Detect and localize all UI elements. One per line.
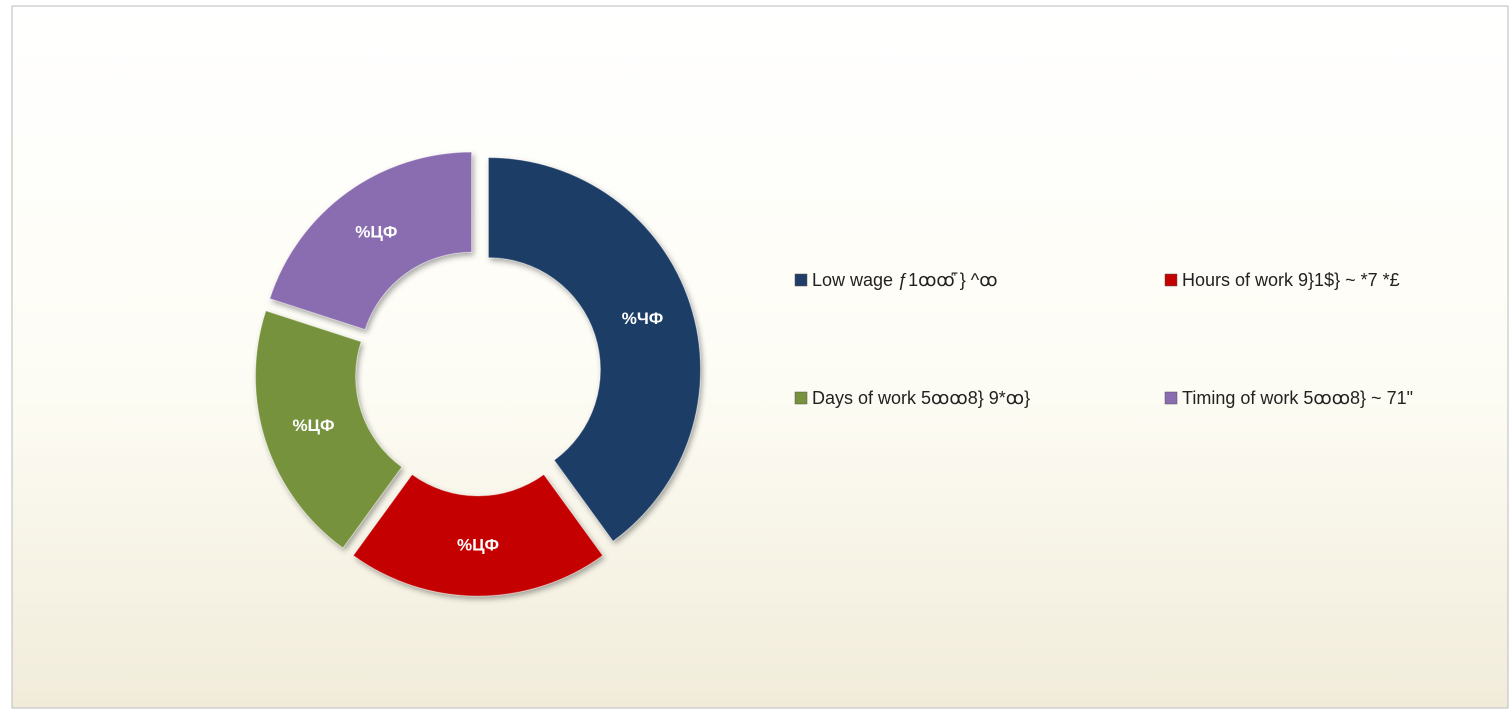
data-label: %ЦФ bbox=[292, 416, 334, 435]
donut-segment bbox=[269, 151, 473, 331]
donut-segment bbox=[352, 473, 604, 597]
legend-label: Timing of work 5ꝏꝏ8} ~ 71" bbox=[1182, 388, 1413, 408]
data-label: %ЦФ bbox=[355, 223, 397, 242]
data-label: %ЧФ bbox=[622, 309, 664, 328]
legend-swatch bbox=[1164, 391, 1178, 405]
donut-segment bbox=[255, 310, 403, 549]
legend-swatch bbox=[794, 391, 808, 405]
legend-swatch bbox=[794, 273, 808, 287]
legend-label: Low wage ƒ1ꝏꝏ꜠ } ^ꝏ bbox=[812, 270, 998, 290]
chart-area bbox=[11, 5, 1509, 709]
data-label: %ЦФ bbox=[457, 535, 499, 554]
legend-label: Hours of work 9}1$} ~ *7 *£ bbox=[1182, 270, 1400, 290]
donut-segment bbox=[487, 157, 701, 542]
legend-swatch bbox=[1164, 273, 1178, 287]
legend-label: Days of work 5ꝏꝏ8} 9*ꝏ} bbox=[812, 388, 1030, 408]
